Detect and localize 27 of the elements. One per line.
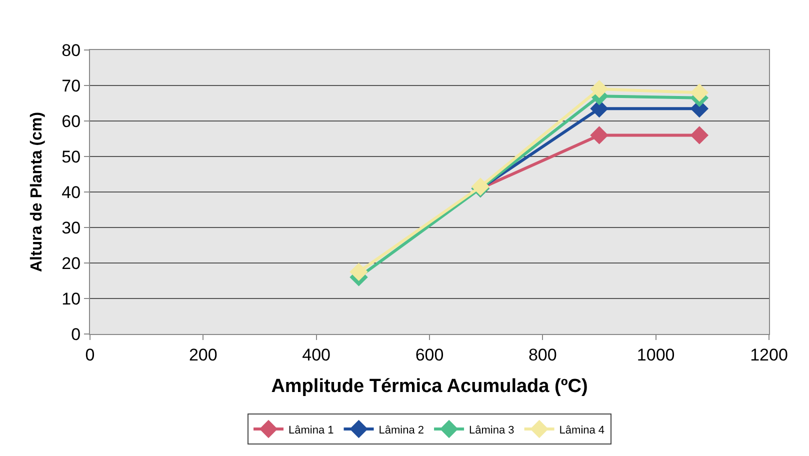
y-axis-title: Altura de Planta (cm) [28, 112, 46, 272]
x-tick-label: 600 [415, 345, 444, 364]
x-tick-label: 1200 [750, 345, 788, 364]
legend-label: Lâmina 1 [288, 424, 334, 436]
y-tick-label: 0 [71, 324, 81, 344]
point [590, 126, 608, 144]
x-tick-label: 200 [188, 345, 218, 364]
y-tick-label: 50 [62, 147, 81, 166]
y-tick-label: 20 [62, 254, 81, 273]
y-tick-label: 40 [62, 182, 81, 202]
legend-label: Lâmina 4 [559, 424, 605, 436]
x-tick-label: 800 [528, 345, 557, 364]
x-tick-label: 0 [85, 345, 95, 364]
legend-label: Lâmina 2 [378, 424, 424, 436]
x-tick-label: 400 [302, 345, 331, 364]
x-axis-title: Amplitude Térmica Acumulada (ºC) [271, 376, 588, 398]
y-tick-label: 30 [62, 218, 81, 238]
point [690, 84, 708, 102]
point [350, 262, 368, 281]
y-tick-label: 80 [62, 40, 81, 60]
y-tick-label: 10 [62, 289, 81, 308]
x-tick-label: 1000 [636, 345, 675, 364]
point [590, 80, 608, 98]
legend-label: Lâmina 3 [469, 424, 514, 436]
point [690, 126, 708, 144]
y-tick-label: 60 [62, 112, 81, 131]
y-tick-label: 70 [62, 76, 81, 96]
